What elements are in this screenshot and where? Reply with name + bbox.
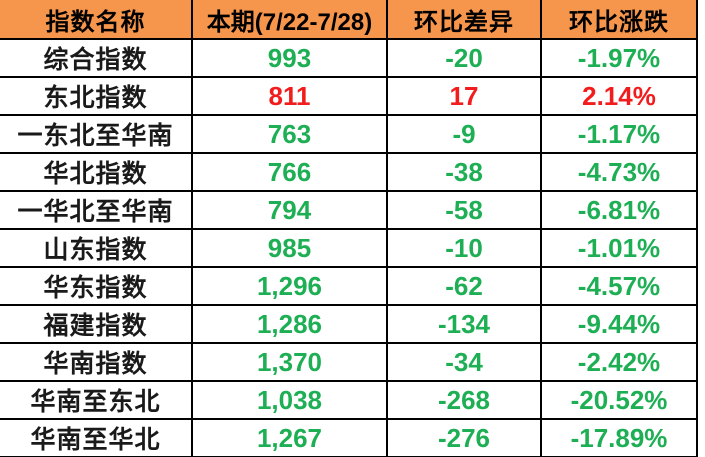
table-row: 山东指数 985 -10 -1.01% <box>0 230 696 268</box>
diff-value-cell: -268 <box>388 382 542 418</box>
diff-value-cell: -34 <box>388 344 542 380</box>
table-row: 华南至华北 1,267 -276 -17.89% <box>0 420 696 457</box>
current-value-cell: 985 <box>193 230 388 266</box>
current-value-cell: 1,296 <box>193 268 388 304</box>
pct-value-cell: 2.14% <box>582 80 656 111</box>
diff-value-cell: -38 <box>388 154 542 190</box>
index-name-cell: 山东指数 <box>0 230 193 266</box>
pct-value-cell: -4.73% <box>577 156 661 187</box>
table-header-row: 指数名称 本期(7/22-7/28) 环比差异 环比涨跌 <box>0 0 696 40</box>
pct-value-cell: -1.17% <box>577 118 661 149</box>
diff-value-cell: -9 <box>388 116 542 152</box>
diff-value-cell: 17 <box>388 78 542 114</box>
index-name-cell: 华南指数 <box>0 344 193 380</box>
index-name-cell: 一华北至华南 <box>0 192 193 228</box>
pct-value-cell: -4.57% <box>577 270 661 301</box>
current-value-cell: 763 <box>193 116 388 152</box>
table-row: 华南至东北 1,038 -268 -20.52% <box>0 382 696 420</box>
table-row: 一华北至华南 794 -58 -6.81% <box>0 192 696 230</box>
diff-value-cell: -62 <box>388 268 542 304</box>
pct-value-cell: -17.89% <box>570 422 668 453</box>
diff-value-cell: -58 <box>388 192 542 228</box>
diff-value-cell: -134 <box>388 306 542 342</box>
table-body: 综合指数 993 -20 -1.97% 东北指数 811 17 2.14% 一东北至华南 763-… <box>0 40 696 457</box>
current-value-cell: 1,286 <box>193 306 388 342</box>
table-row: 华东指数 1,296 -62 -4.57% <box>0 268 696 306</box>
current-value-cell: 766 <box>193 154 388 190</box>
index-name-cell: 华南至华北 <box>0 420 193 456</box>
pct-value-cell: -6.81% <box>577 194 661 225</box>
index-name-cell: 福建指数 <box>0 306 193 342</box>
header-period-change: 环比涨跌 <box>569 8 669 36</box>
diff-value-cell: -10 <box>388 230 542 266</box>
index-name-cell: 一东北至华南 <box>0 116 193 152</box>
index-name-cell: 东北指数 <box>0 78 193 114</box>
current-value-cell: 1,267 <box>193 420 388 456</box>
index-name-cell: 综合指数 <box>0 40 193 76</box>
table-row: 福建指数 1,286 -134 -9.44% <box>0 306 696 344</box>
current-value-cell: 1,370 <box>193 344 388 380</box>
index-name-cell: 华南至东北 <box>0 382 193 418</box>
current-value-cell: 1,038 <box>193 382 388 418</box>
diff-value-cell: -20 <box>388 40 542 76</box>
index-name-cell: 华东指数 <box>0 268 193 304</box>
current-value-cell: 794 <box>193 192 388 228</box>
header-current-period: 本期(7/22-7/28) <box>193 0 388 38</box>
pct-value-cell: -1.01% <box>577 232 661 263</box>
pct-value-cell: -1.97% <box>577 42 661 73</box>
diff-value-cell: -276 <box>388 420 542 456</box>
header-period-diff: 环比差异 <box>388 0 542 38</box>
pct-value-cell: -2.42% <box>577 346 661 377</box>
table-row: 综合指数 993 -20 -1.97% <box>0 40 696 78</box>
index-name-cell: 华北指数 <box>0 154 193 190</box>
header-index-name: 指数名称 <box>0 0 193 38</box>
current-value-cell: 993 <box>193 40 388 76</box>
table-row: 东北指数 811 17 2.14% <box>0 78 696 116</box>
table-row: 一东北至华南 763 -9 -1.17% <box>0 116 696 154</box>
current-value-cell: 811 <box>193 78 388 114</box>
pct-value-cell: -20.52% <box>570 384 668 415</box>
pct-value-cell: -9.44% <box>577 308 661 339</box>
table-row: 华南指数 1,370 -34 -2.42% <box>0 344 696 382</box>
table-row: 华北指数 766 -38 -4.73% <box>0 154 696 192</box>
